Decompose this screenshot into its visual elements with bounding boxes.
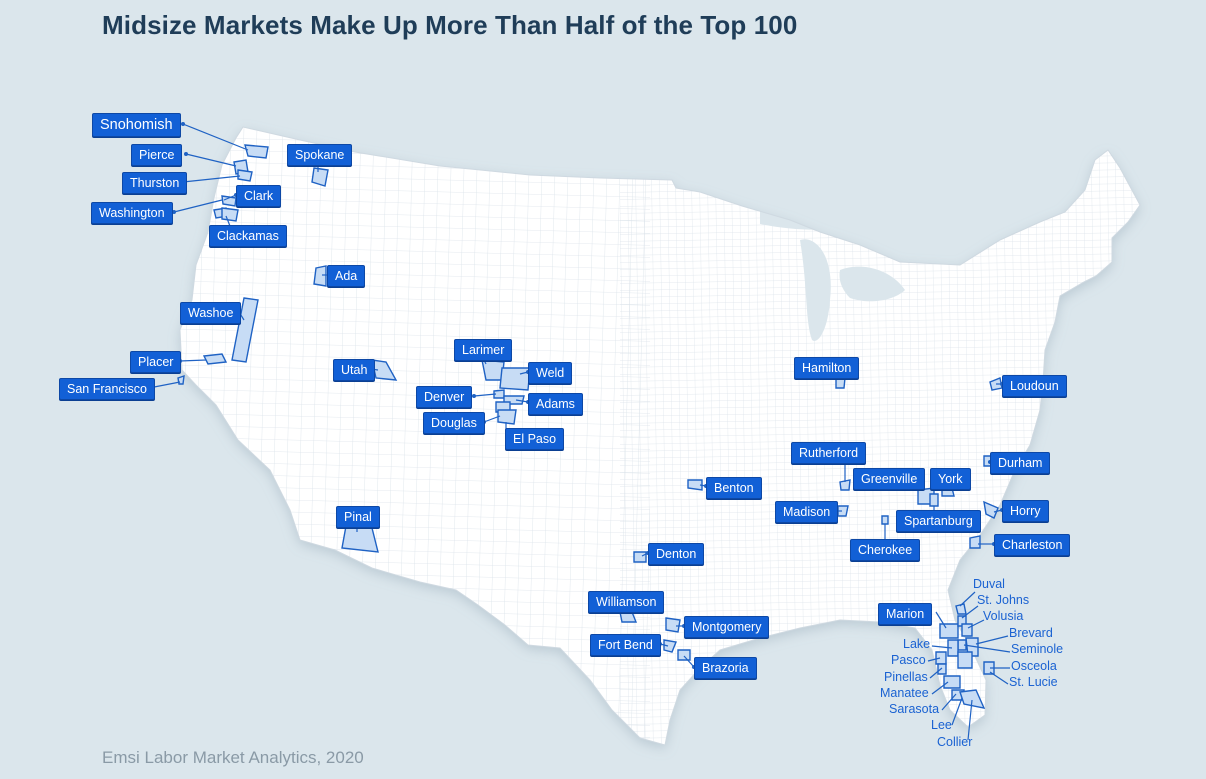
label-spokane[interactable]: Spokane bbox=[287, 144, 353, 166]
label-pierce[interactable]: Pierce bbox=[131, 144, 183, 166]
label-ada[interactable]: Ada bbox=[327, 265, 366, 287]
label-fort-bend[interactable]: Fort Bend bbox=[590, 634, 661, 656]
label-snohomish[interactable]: Snohomish bbox=[92, 113, 181, 137]
label-washington[interactable]: Washington bbox=[91, 202, 173, 224]
label-charleston[interactable]: Charleston bbox=[994, 534, 1071, 556]
label-loudoun[interactable]: Loudoun bbox=[1002, 375, 1067, 397]
label-seminole[interactable]: Seminole bbox=[1011, 642, 1064, 656]
leader-lines bbox=[148, 123, 1011, 741]
label-clackamas[interactable]: Clackamas bbox=[209, 225, 287, 247]
label-sarasota[interactable]: Sarasota bbox=[889, 702, 940, 716]
label-san-francisco[interactable]: San Francisco bbox=[59, 378, 155, 400]
label-madison[interactable]: Madison bbox=[775, 501, 839, 523]
label-brazoria[interactable]: Brazoria bbox=[694, 657, 757, 679]
label-pinal[interactable]: Pinal bbox=[336, 506, 380, 528]
label-osceola[interactable]: Osceola bbox=[1011, 659, 1057, 673]
label-placer[interactable]: Placer bbox=[130, 351, 182, 373]
label-greenville[interactable]: Greenville bbox=[853, 468, 926, 490]
label-durham[interactable]: Durham bbox=[990, 452, 1051, 474]
label-washoe[interactable]: Washoe bbox=[180, 302, 242, 324]
label-pinellas[interactable]: Pinellas bbox=[884, 670, 928, 684]
map-title: Midsize Markets Make Up More Than Half o… bbox=[102, 10, 798, 40]
label-utah[interactable]: Utah bbox=[333, 359, 376, 381]
label-volusia[interactable]: Volusia bbox=[983, 609, 1024, 623]
label-lake[interactable]: Lake bbox=[903, 637, 931, 651]
source-credit: Emsi Labor Market Analytics, 2020 bbox=[102, 748, 364, 767]
label-montgomery[interactable]: Montgomery bbox=[684, 616, 770, 638]
label-manatee[interactable]: Manatee bbox=[880, 686, 929, 700]
label-cherokee[interactable]: Cherokee bbox=[850, 539, 921, 561]
label-lee[interactable]: Lee bbox=[931, 718, 952, 732]
label-hamilton[interactable]: Hamilton bbox=[794, 357, 860, 379]
label-pasco[interactable]: Pasco bbox=[891, 653, 926, 667]
label-rutherford[interactable]: Rutherford bbox=[791, 442, 867, 464]
label-williamson[interactable]: Williamson bbox=[588, 591, 665, 613]
label-spartanburg[interactable]: Spartanburg bbox=[896, 510, 981, 532]
label-st-lucie[interactable]: St. Lucie bbox=[1009, 675, 1058, 689]
label-weld[interactable]: Weld bbox=[528, 362, 573, 384]
label-benton[interactable]: Benton bbox=[706, 477, 762, 499]
label-el-paso[interactable]: El Paso bbox=[505, 428, 565, 450]
label-collier[interactable]: Collier bbox=[937, 735, 973, 749]
label-york[interactable]: York bbox=[930, 468, 971, 490]
label-duval[interactable]: Duval bbox=[973, 577, 1005, 591]
label-adams[interactable]: Adams bbox=[528, 393, 583, 415]
label-denver[interactable]: Denver bbox=[416, 386, 473, 408]
label-douglas[interactable]: Douglas bbox=[423, 412, 485, 434]
label-larimer[interactable]: Larimer bbox=[454, 339, 513, 361]
label-marion[interactable]: Marion bbox=[878, 603, 933, 625]
label-denton[interactable]: Denton bbox=[648, 543, 705, 565]
label-clark[interactable]: Clark bbox=[236, 185, 282, 207]
label-horry[interactable]: Horry bbox=[1002, 500, 1049, 522]
label-thurston[interactable]: Thurston bbox=[122, 172, 188, 194]
label-brevard[interactable]: Brevard bbox=[1009, 626, 1053, 640]
label-st-johns[interactable]: St. Johns bbox=[977, 593, 1030, 607]
